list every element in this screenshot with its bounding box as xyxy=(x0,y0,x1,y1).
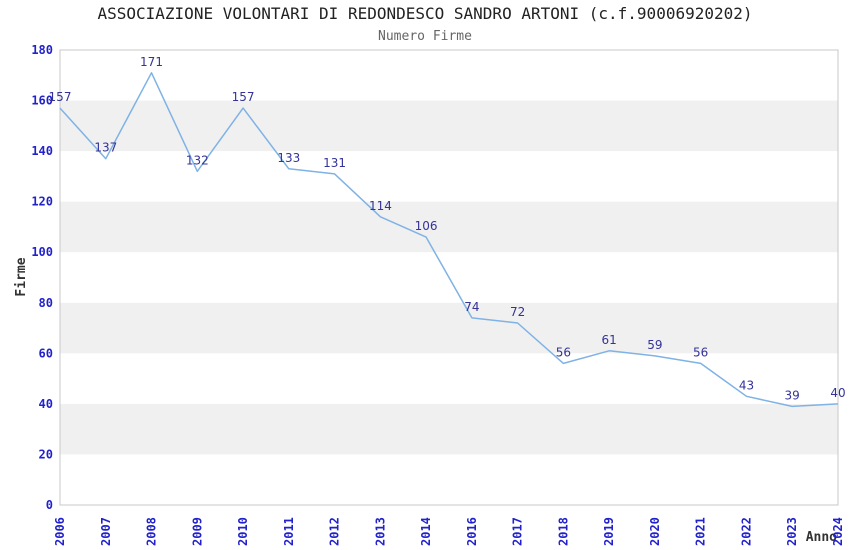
x-tick-label: 2022 xyxy=(739,517,753,546)
data-point-label: 59 xyxy=(647,338,662,352)
plot-band xyxy=(60,403,838,455)
y-tick-label: 0 xyxy=(46,498,53,512)
x-axis-tick-labels: 2006 2007 2008 2009 2010 2011 2012 2013 2014 2016… xyxy=(53,517,845,546)
y-tick-label: 20 xyxy=(39,447,53,461)
y-tick-label: 100 xyxy=(31,245,53,259)
plot-band xyxy=(60,100,838,152)
chart-subtitle: Numero Firme xyxy=(378,29,472,44)
plot-border xyxy=(59,49,839,506)
x-tick-label: 2019 xyxy=(602,517,616,546)
x-tick-label: 2013 xyxy=(373,517,387,546)
x-tick-label: 2012 xyxy=(328,517,342,546)
x-tick-label: 2007 xyxy=(99,517,113,546)
data-point-label: 74 xyxy=(464,300,479,314)
data-point-label: 133 xyxy=(277,151,300,165)
x-tick-label: 2016 xyxy=(465,517,479,546)
data-point-label: 171 xyxy=(140,55,163,69)
x-tick-label: 2020 xyxy=(648,517,662,546)
y-axis-tick-labels: 0 20 40 60 80 100 120 140 160 180 xyxy=(31,43,53,512)
data-point-labels: 157 137 171 132 157 133 131 114 106 74 72 56 61 59 56 4… xyxy=(49,55,846,403)
data-point-label: 43 xyxy=(739,378,754,392)
x-tick-label: 2021 xyxy=(694,517,708,546)
y-tick-label: 180 xyxy=(31,43,53,57)
y-tick-label: 60 xyxy=(39,346,53,360)
data-point-label: 114 xyxy=(369,199,392,213)
x-tick-label: 2011 xyxy=(282,517,296,546)
y-tick-label: 40 xyxy=(39,397,53,411)
data-point-label: 39 xyxy=(785,388,800,402)
y-tick-label: 140 xyxy=(31,144,53,158)
x-tick-label: 2008 xyxy=(145,517,159,546)
plot-band xyxy=(60,302,838,354)
x-tick-label: 2006 xyxy=(53,517,67,546)
data-point-label: 137 xyxy=(94,141,117,155)
chart-title: ASSOCIAZIONE VOLONTARI DI REDONDESCO SAN… xyxy=(97,4,752,23)
x-axis-title: Anno xyxy=(806,530,837,545)
x-tick-label: 2023 xyxy=(785,517,799,546)
x-tick-label: 2009 xyxy=(190,517,204,546)
x-tick-label: 2010 xyxy=(236,517,250,546)
x-tick-label: 2017 xyxy=(511,517,525,546)
plot-band xyxy=(60,201,838,253)
data-point-label: 56 xyxy=(693,345,708,359)
y-axis-title: Firme xyxy=(14,257,29,296)
data-point-label: 61 xyxy=(602,333,617,347)
data-point-label: 72 xyxy=(510,305,525,319)
y-tick-label: 120 xyxy=(31,195,53,209)
series-line xyxy=(59,72,839,408)
data-point-label: 106 xyxy=(415,219,438,233)
y-tick-label: 160 xyxy=(31,94,53,108)
y-tick-label: 80 xyxy=(39,296,53,310)
data-point-label: 131 xyxy=(323,156,346,170)
data-point-label: 40 xyxy=(830,386,845,400)
x-tick-label: 2018 xyxy=(556,517,570,546)
x-tick-label: 2014 xyxy=(419,517,433,546)
plot-bands xyxy=(60,100,838,455)
data-point-label: 157 xyxy=(49,90,72,104)
x-tick-label: 2024 xyxy=(831,517,845,546)
data-point-label: 132 xyxy=(186,153,209,167)
data-point-label: 157 xyxy=(232,90,255,104)
data-point-label: 56 xyxy=(556,345,571,359)
